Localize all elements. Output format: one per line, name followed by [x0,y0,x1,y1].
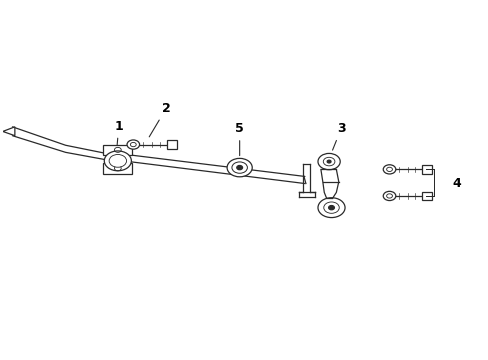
Polygon shape [3,127,15,136]
FancyBboxPatch shape [103,145,132,155]
Circle shape [317,198,345,217]
FancyBboxPatch shape [422,165,431,174]
Circle shape [109,154,126,167]
Circle shape [383,192,395,201]
Circle shape [328,206,334,210]
Text: 3: 3 [332,122,345,150]
Text: 1: 1 [114,120,123,145]
Circle shape [236,166,242,170]
Text: 2: 2 [149,102,170,137]
FancyBboxPatch shape [103,163,132,174]
Circle shape [127,140,139,149]
FancyBboxPatch shape [422,192,431,200]
Circle shape [383,165,395,174]
FancyBboxPatch shape [167,140,177,149]
Circle shape [104,151,131,171]
Text: 5: 5 [235,122,244,156]
Circle shape [317,153,340,170]
Text: 4: 4 [452,177,461,190]
Circle shape [226,158,252,177]
Circle shape [326,160,330,163]
